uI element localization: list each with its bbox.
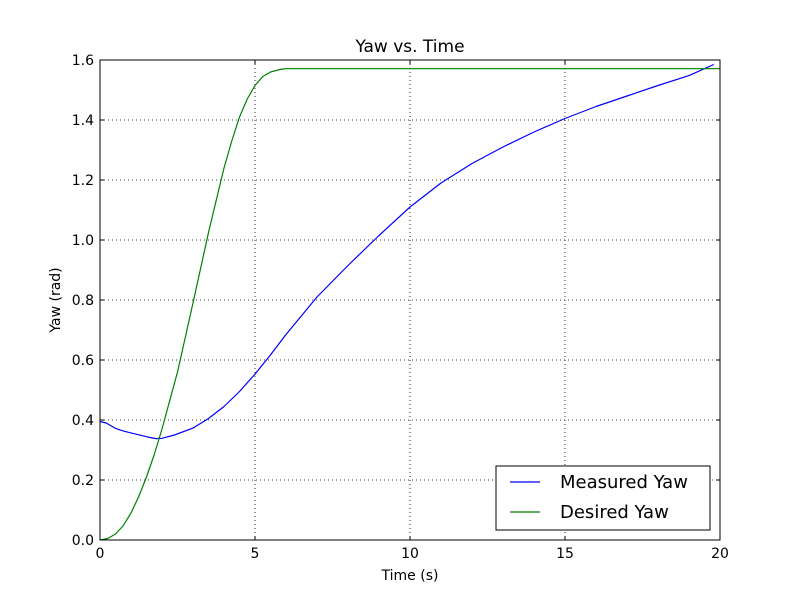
y-tick-label: 1.4: [72, 113, 94, 129]
x-tick-label: 0: [96, 546, 105, 562]
series-line-desired-yaw: [99, 68, 720, 541]
x-tick-label: 5: [251, 546, 260, 562]
y-tick-label: 0.6: [72, 353, 94, 369]
legend: Measured Yaw Desired Yaw: [495, 465, 711, 531]
y-tick-label: 0.8: [72, 293, 94, 309]
series-line-measured-yaw: [99, 63, 715, 440]
y-tick-label: 0.0: [72, 533, 94, 549]
x-axis-label: Time (s): [381, 568, 439, 584]
axis-ticks: 0 5 10 15 20 0.0 0.2 0.4 0.6 0.8 1.0 1.2 1.4 1.6: [72, 53, 729, 562]
y-tick-label: 0.2: [72, 473, 94, 489]
series-lines: [99, 63, 720, 541]
chart-title: Yaw vs. Time: [354, 37, 464, 57]
legend-label-measured-yaw: Measured Yaw: [560, 472, 688, 493]
legend-label-desired-yaw: Desired Yaw: [560, 502, 669, 523]
y-tick-label: 1.6: [72, 53, 94, 69]
x-tick-label: 15: [556, 546, 574, 562]
x-tick-label: 20: [711, 546, 729, 562]
legend-box: [495, 465, 711, 531]
y-tick-label: 1.0: [72, 233, 94, 249]
y-tick-label: 1.2: [72, 173, 94, 189]
y-tick-label: 0.4: [72, 413, 94, 429]
y-axis-label: Yaw (rad): [48, 267, 64, 333]
x-tick-label: 10: [401, 546, 419, 562]
